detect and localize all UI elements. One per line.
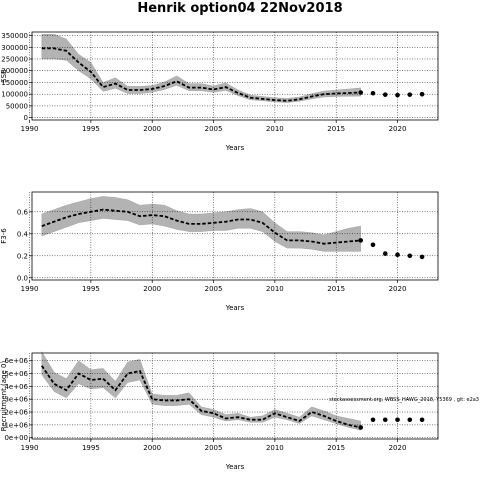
y-tick-label-recruitment: 3e+06 [4,396,28,404]
projection-point-fishing-mortality [419,254,425,260]
x-tick-label-fishing-mortality: 2005 [205,285,223,293]
projection-point-ssb [407,92,413,97]
x-tick-label-recruitment: 2000 [143,444,161,452]
projection-point-recruitment [395,417,400,423]
y-axis-label-recruitment: Recruitment (age 0) [0,361,8,432]
x-tick-label-recruitment: 2015 [327,444,345,452]
y-tick-label-ssb: 250000 [1,55,28,63]
x-tick-label-ssb: 2000 [143,125,161,133]
plot-frame-recruitment [31,352,439,440]
estimate-line-ssb [41,47,361,102]
plot-frame-fishing-mortality [31,191,439,281]
y-tick-label-ssb: 350000 [1,32,28,40]
x-axis-label-fishing-mortality: Years [225,304,245,312]
projection-point-recruitment [382,417,388,423]
y-tick-label-fishing-mortality: 0.0 [17,274,28,282]
confidence-band-ssb [41,34,361,103]
x-tick-label-ssb: 2015 [327,125,345,133]
y-axis-label-ssb: SSB [0,69,8,83]
x-tick-label-recruitment: 1995 [82,444,100,452]
projection-point-recruitment [419,417,425,423]
estimate-line-recruitment [41,365,361,429]
projection-point-ssb [382,92,388,97]
y-tick-label-fishing-mortality: 0.6 [17,208,29,216]
x-tick-label-ssb: 1990 [21,125,39,133]
y-tick-label-recruitment: 2e+06 [4,409,28,417]
terminal-point-recruitment [358,425,364,430]
y-tick-label-ssb: 50000 [6,102,28,110]
x-tick-label-fishing-mortality: 2000 [143,285,161,293]
x-tick-label-ssb: 2020 [389,125,407,133]
x-tick-label-fishing-mortality: 1995 [82,285,100,293]
estimate-line-fishing-mortality [41,208,361,245]
terminal-point-fishing-mortality [358,238,364,243]
confidence-band-fishing-mortality [41,196,361,252]
terminal-point-ssb [358,90,364,95]
annotation-source: stockassessment.org, WBSS_HAWG_2018, Y53… [329,397,479,403]
projection-point-fishing-mortality [407,253,413,259]
y-tick-label-ssb: 100000 [1,91,28,99]
projection-point-fishing-mortality [370,242,376,248]
x-tick-label-fishing-mortality: 2015 [327,285,345,293]
projection-point-recruitment [370,417,376,423]
x-axis-label-recruitment: Years [225,463,245,471]
y-tick-label-ssb: 0 [24,114,28,122]
projection-point-recruitment [407,417,413,423]
x-tick-label-recruitment: 1990 [21,444,39,452]
y-tick-label-recruitment: 6e+06 [4,357,28,365]
panel-fishing-mortality: 1990 1995 2000 2005 2010 2015 2020 0.0 0.2 0.4 0.6… [0,191,439,312]
y-tick-label-fishing-mortality: 0.2 [17,252,28,260]
x-tick-label-recruitment: 2020 [389,444,407,452]
x-tick-label-fishing-mortality: 2010 [266,285,284,293]
panel-ssb: 1990 1995 2000 2005 2010 2015 2020 0 50000 100000… [0,31,439,152]
x-tick-label-ssb: 2005 [205,125,223,133]
y-tick-label-fishing-mortality: 0.4 [17,230,29,238]
y-tick-label-ssb: 200000 [1,67,28,75]
y-tick-label-ssb: 300000 [1,44,28,52]
x-tick-label-fishing-mortality: 1990 [21,285,39,293]
x-tick-label-fishing-mortality: 2020 [389,285,407,293]
projection-point-ssb [370,90,376,96]
y-tick-label-recruitment: 5e+06 [4,370,28,378]
projection-point-ssb [395,92,400,98]
projection-point-ssb [419,91,425,97]
y-tick-label-recruitment: 0e+00 [4,434,28,442]
y-axis-label-fishing-mortality: F3-6 [0,228,8,244]
x-tick-label-recruitment: 2005 [205,444,223,452]
y-tick-label-recruitment: 1e+06 [4,421,28,429]
projection-point-fishing-mortality [395,252,400,257]
confidence-band-recruitment [41,350,361,431]
plot-frame-ssb [31,31,439,121]
x-tick-label-ssb: 2010 [266,125,284,133]
y-tick-label-ssb: 150000 [1,79,28,87]
figure-title: Henrik option04 22Nov2018 [137,1,342,16]
panel-recruitment: 1990 1995 2000 2005 2010 2015 2020 0e+00 1e+06 2e… [0,350,479,471]
x-tick-label-ssb: 1995 [82,125,100,133]
projection-point-fishing-mortality [382,251,388,256]
y-tick-label-recruitment: 4e+06 [4,383,28,391]
x-tick-label-recruitment: 2010 [266,444,284,452]
x-axis-label-ssb: Years [225,144,245,152]
